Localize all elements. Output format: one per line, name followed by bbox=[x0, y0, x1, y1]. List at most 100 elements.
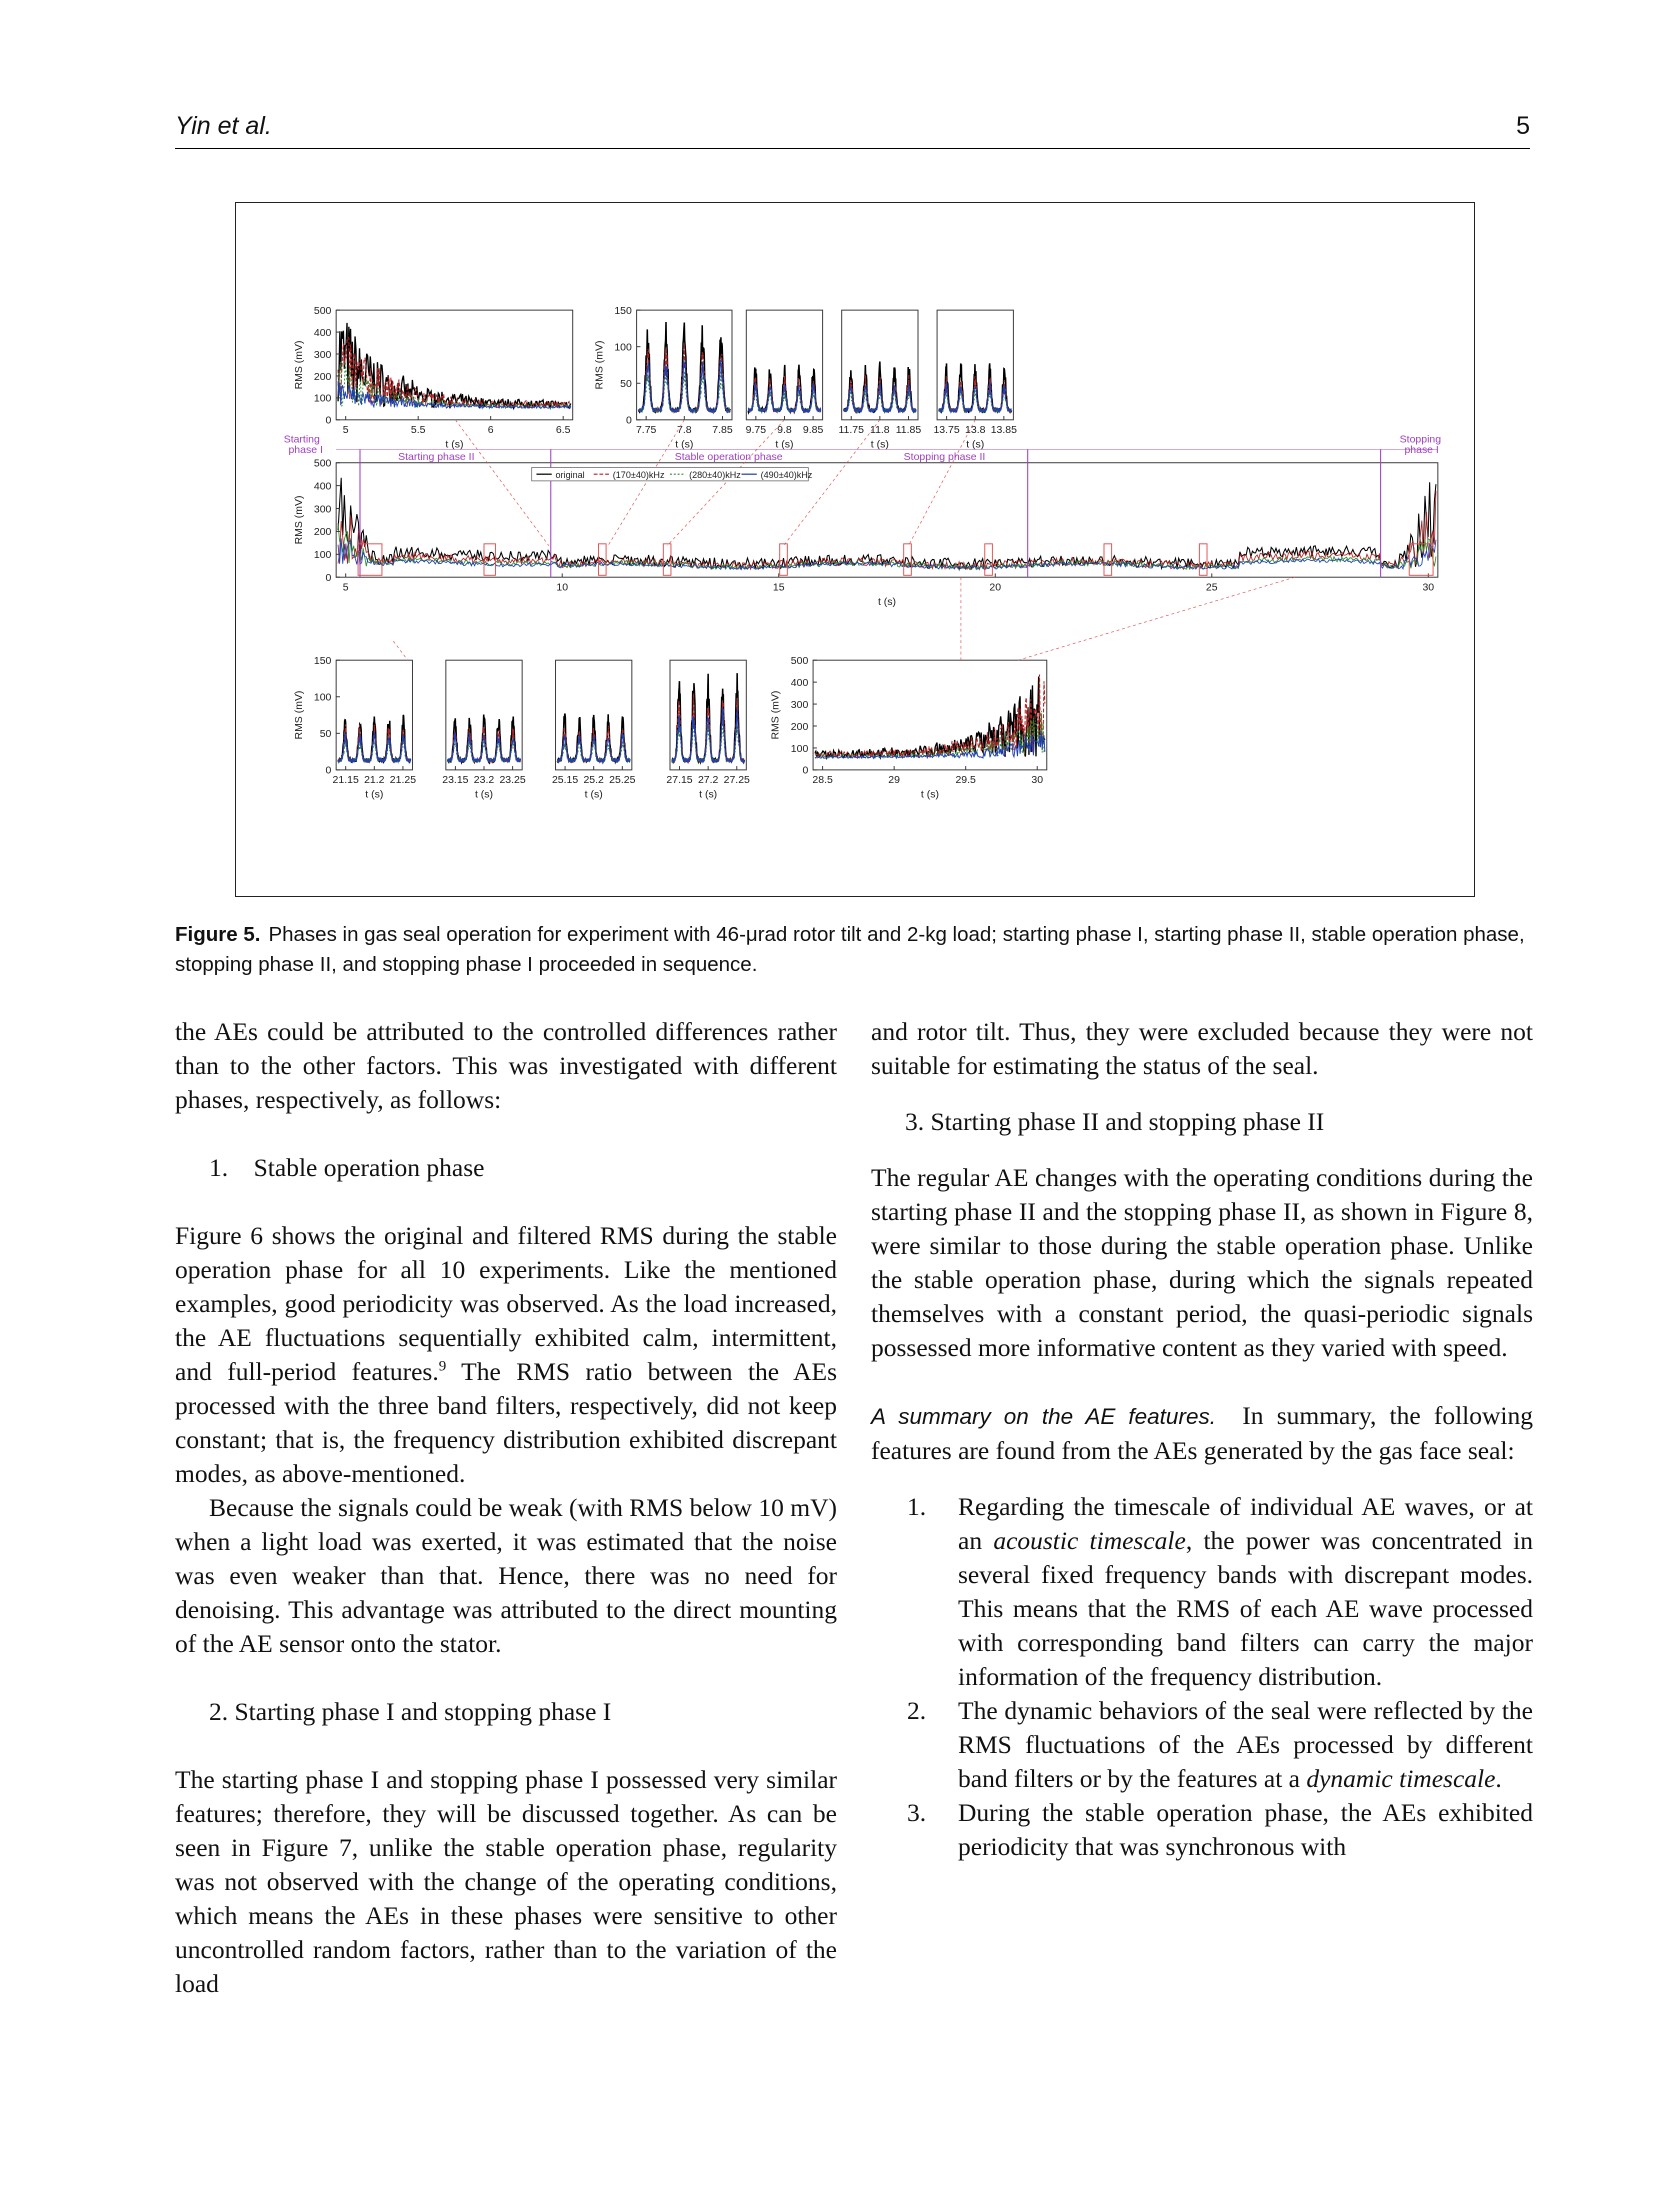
y-tick-label: 200 bbox=[314, 527, 332, 538]
zoom-box bbox=[1103, 543, 1113, 576]
x-tick-label: 13.8 bbox=[965, 425, 986, 436]
bottom-panel-3-series bbox=[671, 707, 745, 764]
x-axis-label: t (s) bbox=[675, 439, 693, 450]
zoom-connector bbox=[1018, 576, 1295, 661]
bottom-panel-2-series bbox=[556, 737, 631, 764]
y-tick-label: 150 bbox=[314, 656, 332, 667]
phase-label: phase I bbox=[288, 445, 322, 456]
x-tick-label: 13.75 bbox=[933, 425, 959, 436]
zoom-box bbox=[357, 543, 383, 576]
zoom-box bbox=[984, 543, 993, 576]
top-panel-1-series bbox=[638, 359, 731, 414]
bottom-panel-4-series bbox=[814, 710, 1046, 760]
axes-frame bbox=[335, 309, 574, 421]
x-tick-label: 7.85 bbox=[712, 425, 733, 436]
y-tick-label: 300 bbox=[791, 700, 809, 711]
summary-list: 1. Regarding the timescale of individual … bbox=[871, 1490, 1533, 1864]
x-tick-label: 30 bbox=[1422, 583, 1434, 594]
y-axis-label: RMS (mV) bbox=[294, 691, 305, 740]
x-tick-label: 29 bbox=[888, 775, 900, 786]
phase-label: phase I bbox=[1404, 445, 1438, 456]
y-tick-label: 500 bbox=[314, 306, 332, 317]
bottom-panel-4-series bbox=[814, 731, 1046, 760]
phase-label: Starting bbox=[284, 435, 320, 446]
x-tick-label: 21.25 bbox=[390, 775, 416, 786]
bottom-panel-2-series bbox=[556, 732, 631, 764]
y-tick-label: 0 bbox=[326, 416, 332, 427]
y-tick-label: 50 bbox=[620, 379, 632, 390]
y-tick-label: 100 bbox=[614, 343, 632, 354]
x-tick-label: 13.85 bbox=[991, 425, 1017, 436]
legend-label: original bbox=[556, 470, 585, 480]
x-tick-label: 7.8 bbox=[677, 425, 692, 436]
zoom-connector bbox=[455, 419, 550, 546]
axes-frame bbox=[812, 659, 1048, 771]
running-head-authors: Yin et al. bbox=[175, 112, 272, 140]
x-tick-label: 5.5 bbox=[411, 425, 426, 436]
x-axis-label: t (s) bbox=[475, 790, 493, 801]
figure-label: Figure 5. bbox=[175, 923, 261, 946]
legend-label: (170±40)kHz bbox=[613, 470, 665, 480]
list-item: 1. Regarding the timescale of individual … bbox=[907, 1492, 1533, 1691]
x-tick-label: 7.75 bbox=[636, 425, 657, 436]
x-axis-label: t (s) bbox=[699, 790, 717, 801]
paragraph: The starting phase I and stopping phase … bbox=[175, 1765, 837, 1998]
bottom-panel-4-series bbox=[814, 676, 1046, 761]
zoom-connector bbox=[393, 640, 408, 661]
x-tick-label: 23.25 bbox=[499, 775, 525, 786]
section-heading-starting-stopping-2: 3. Starting phase II and stopping phase … bbox=[905, 1107, 1325, 1136]
main-series bbox=[337, 538, 1437, 571]
top-panel-0-series bbox=[337, 361, 572, 410]
x-tick-label: 25 bbox=[1206, 583, 1218, 594]
paragraph: A summary on the AE features. In summary… bbox=[871, 1401, 1533, 1465]
x-tick-label: 27.15 bbox=[666, 775, 692, 786]
x-tick-label: 28.5 bbox=[812, 775, 833, 786]
y-tick-label: 200 bbox=[314, 372, 332, 383]
x-tick-label: 9.75 bbox=[746, 425, 767, 436]
top-panel-2-series bbox=[747, 381, 822, 415]
zoom-box bbox=[903, 543, 912, 576]
x-tick-label: 5 bbox=[343, 583, 349, 594]
running-header: Yin et al. 5 bbox=[175, 108, 1530, 149]
y-tick-label: 0 bbox=[326, 766, 332, 777]
x-axis-label: t (s) bbox=[585, 790, 603, 801]
y-tick-label: 200 bbox=[791, 722, 809, 733]
x-axis-label: t (s) bbox=[871, 439, 889, 450]
phase-label: Starting phase II bbox=[398, 452, 474, 463]
section-heading-stable: 1. Stable operation phase bbox=[209, 1153, 485, 1182]
y-tick-label: 100 bbox=[791, 744, 809, 755]
y-tick-label: 500 bbox=[791, 656, 809, 667]
axes-frame bbox=[335, 462, 1439, 578]
zoom-connector bbox=[666, 419, 785, 546]
x-axis-label: t (s) bbox=[966, 439, 984, 450]
x-tick-label: 23.2 bbox=[474, 775, 495, 786]
y-tick-label: 50 bbox=[320, 729, 332, 740]
x-axis-label: t (s) bbox=[445, 439, 463, 450]
x-tick-label: 11.75 bbox=[838, 425, 864, 436]
bottom-panel-0-series bbox=[337, 731, 412, 764]
right-column: and rotor tilt. Thus, they were excluded… bbox=[871, 1015, 1533, 1864]
list-item: 3. During the stable operation phase, the… bbox=[907, 1798, 1533, 1861]
left-column: the AEs could be attributed to the contr… bbox=[175, 1015, 837, 2001]
y-tick-label: 300 bbox=[314, 504, 332, 515]
y-axis-label: RMS (mV) bbox=[294, 496, 305, 545]
citation-ref: 9 bbox=[438, 1358, 447, 1375]
x-tick-label: 15 bbox=[773, 583, 785, 594]
paragraph: Because the signals could be weak (with … bbox=[175, 1493, 837, 1658]
figure-5: 0 100 200 300 400 500 RMS (mV) 5 5.5 6 6.5 t (s) 0 50… bbox=[235, 202, 1475, 897]
x-axis-label: t (s) bbox=[921, 790, 939, 801]
y-tick-label: 100 bbox=[314, 394, 332, 405]
x-tick-label: 9.8 bbox=[777, 425, 792, 436]
top-panel-3-series bbox=[843, 382, 917, 414]
phase-label: Stable operation phase bbox=[675, 452, 783, 463]
figure-caption: Figure 5. Phases in gas seal operation fo… bbox=[175, 920, 1535, 980]
list-item: 2. The dynamic behaviors of the seal were… bbox=[907, 1696, 1533, 1793]
paragraph: The regular AE changes with the operatin… bbox=[871, 1163, 1533, 1362]
zoom-box bbox=[662, 543, 672, 576]
x-tick-label: 21.15 bbox=[333, 775, 359, 786]
x-tick-label: 23.15 bbox=[442, 775, 468, 786]
top-panel-0-series bbox=[337, 381, 572, 410]
axes-frame bbox=[445, 659, 523, 771]
main-series bbox=[337, 477, 1437, 572]
